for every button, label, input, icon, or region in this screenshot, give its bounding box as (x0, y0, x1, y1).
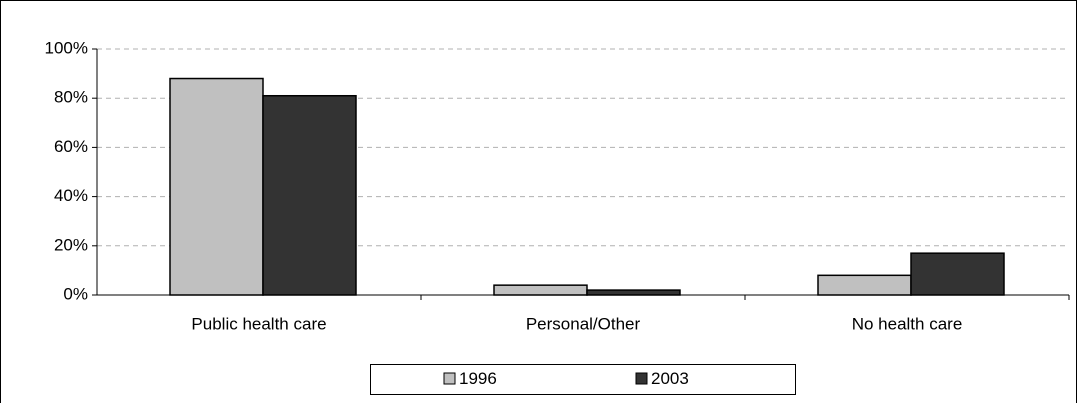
y-tick-label: 80% (54, 88, 88, 107)
bar (169, 77, 264, 296)
x-tick-label: Public health care (191, 314, 326, 333)
bar (817, 274, 912, 296)
y-tick-label: 100% (45, 38, 88, 57)
bar (262, 94, 357, 296)
bar (910, 252, 1005, 296)
x-tick-label: No health care (852, 314, 963, 333)
legend-box (370, 364, 796, 395)
x-tick-label: Personal/Other (526, 314, 641, 333)
y-tick-label: 40% (54, 186, 88, 205)
legend-swatch (635, 372, 648, 385)
legend-swatch (443, 372, 456, 385)
legend-label: 2003 (651, 369, 689, 388)
y-tick-label: 0% (63, 284, 88, 303)
legend-label: 1996 (459, 369, 497, 388)
y-tick-label: 60% (54, 137, 88, 156)
bar (493, 284, 588, 296)
bar (586, 289, 681, 296)
y-tick-label: 20% (54, 235, 88, 254)
